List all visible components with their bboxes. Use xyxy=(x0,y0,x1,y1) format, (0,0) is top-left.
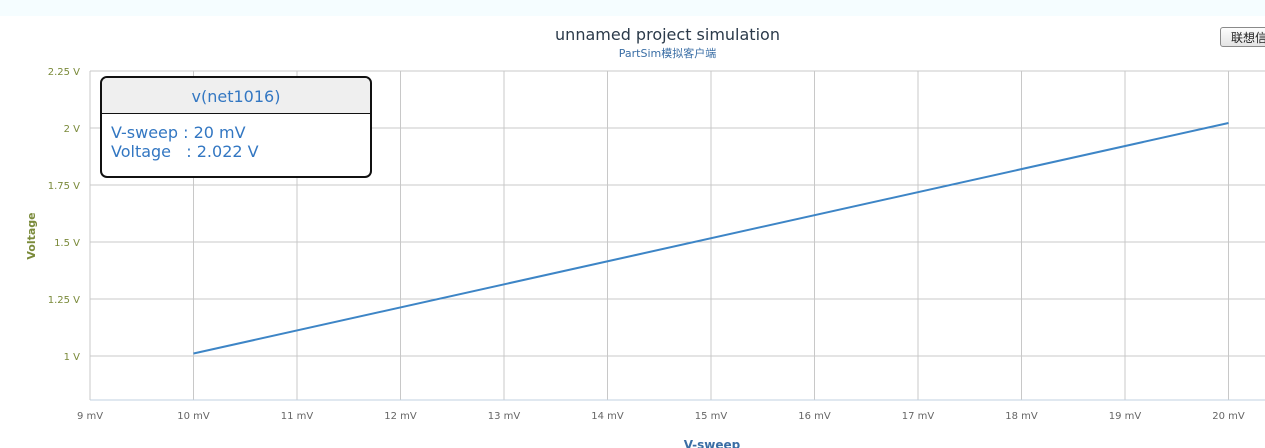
x-tick-label: 11 mV xyxy=(281,411,314,422)
top-bar xyxy=(0,0,1265,16)
x-tick-label: 20 mV xyxy=(1212,411,1245,422)
x-tick-label: 9 mV xyxy=(77,411,103,422)
y-tick-label: 1.5 V xyxy=(54,238,80,249)
tooltip-series-name: v(net1016) xyxy=(102,78,370,114)
y-tick-label: 1.75 V xyxy=(48,181,80,192)
series-layer xyxy=(193,122,1229,355)
x-axis-ticks: 9 mV 10 mV 11 mV 12 mV 13 mV 14 mV 15 mV 16 mV 1… xyxy=(77,411,1245,422)
x-tick-label: 17 mV xyxy=(902,411,935,422)
x-tick-label: 15 mV xyxy=(695,411,728,422)
chart-subtitle: PartSim模拟客户端 xyxy=(618,47,717,60)
tooltip-y-sep: : xyxy=(171,142,197,161)
x-tick-label: 10 mV xyxy=(177,411,210,422)
tooltip-body: V-sweep : 20 mV Voltage : 2.022 V xyxy=(102,114,370,161)
y-axis-title: Voltage xyxy=(25,212,38,259)
tooltip-x-label: V-sweep xyxy=(111,123,179,142)
x-axis-title: V-sweep xyxy=(684,438,741,448)
tooltip-row-y: Voltage : 2.022 V xyxy=(111,142,370,161)
tooltip-y-value: 2.022 V xyxy=(196,142,259,161)
chart-title: unnamed project simulation xyxy=(555,25,780,44)
y-tick-label: 1.25 V xyxy=(48,295,80,306)
y-tick-label: 2 V xyxy=(64,124,81,135)
x-tick-label: 16 mV xyxy=(798,411,831,422)
tooltip-x-value: 20 mV xyxy=(193,123,246,142)
tooltip-row-x: V-sweep : 20 mV xyxy=(111,123,370,142)
x-tick-label: 13 mV xyxy=(488,411,521,422)
x-tick-label: 18 mV xyxy=(1005,411,1038,422)
context-menu-button[interactable]: 联想信 xyxy=(1220,27,1265,47)
tooltip-x-sep: : xyxy=(178,123,194,142)
tooltip-y-label: Voltage xyxy=(111,142,172,161)
y-tick-label: 2.25 V xyxy=(48,67,80,78)
grid xyxy=(89,70,1265,401)
x-tick-label: 12 mV xyxy=(384,411,417,422)
series-line xyxy=(193,122,1229,355)
x-tick-label: 19 mV xyxy=(1109,411,1142,422)
x-tick-label: 14 mV xyxy=(591,411,624,422)
tooltip: v(net1016) V-sweep : 20 mV Voltage : 2.0… xyxy=(100,76,372,178)
y-axis-ticks: 1 V 1.25 V 1.5 V 1.75 V 2 V 2.25 V xyxy=(48,67,80,363)
y-tick-label: 1 V xyxy=(64,352,81,363)
